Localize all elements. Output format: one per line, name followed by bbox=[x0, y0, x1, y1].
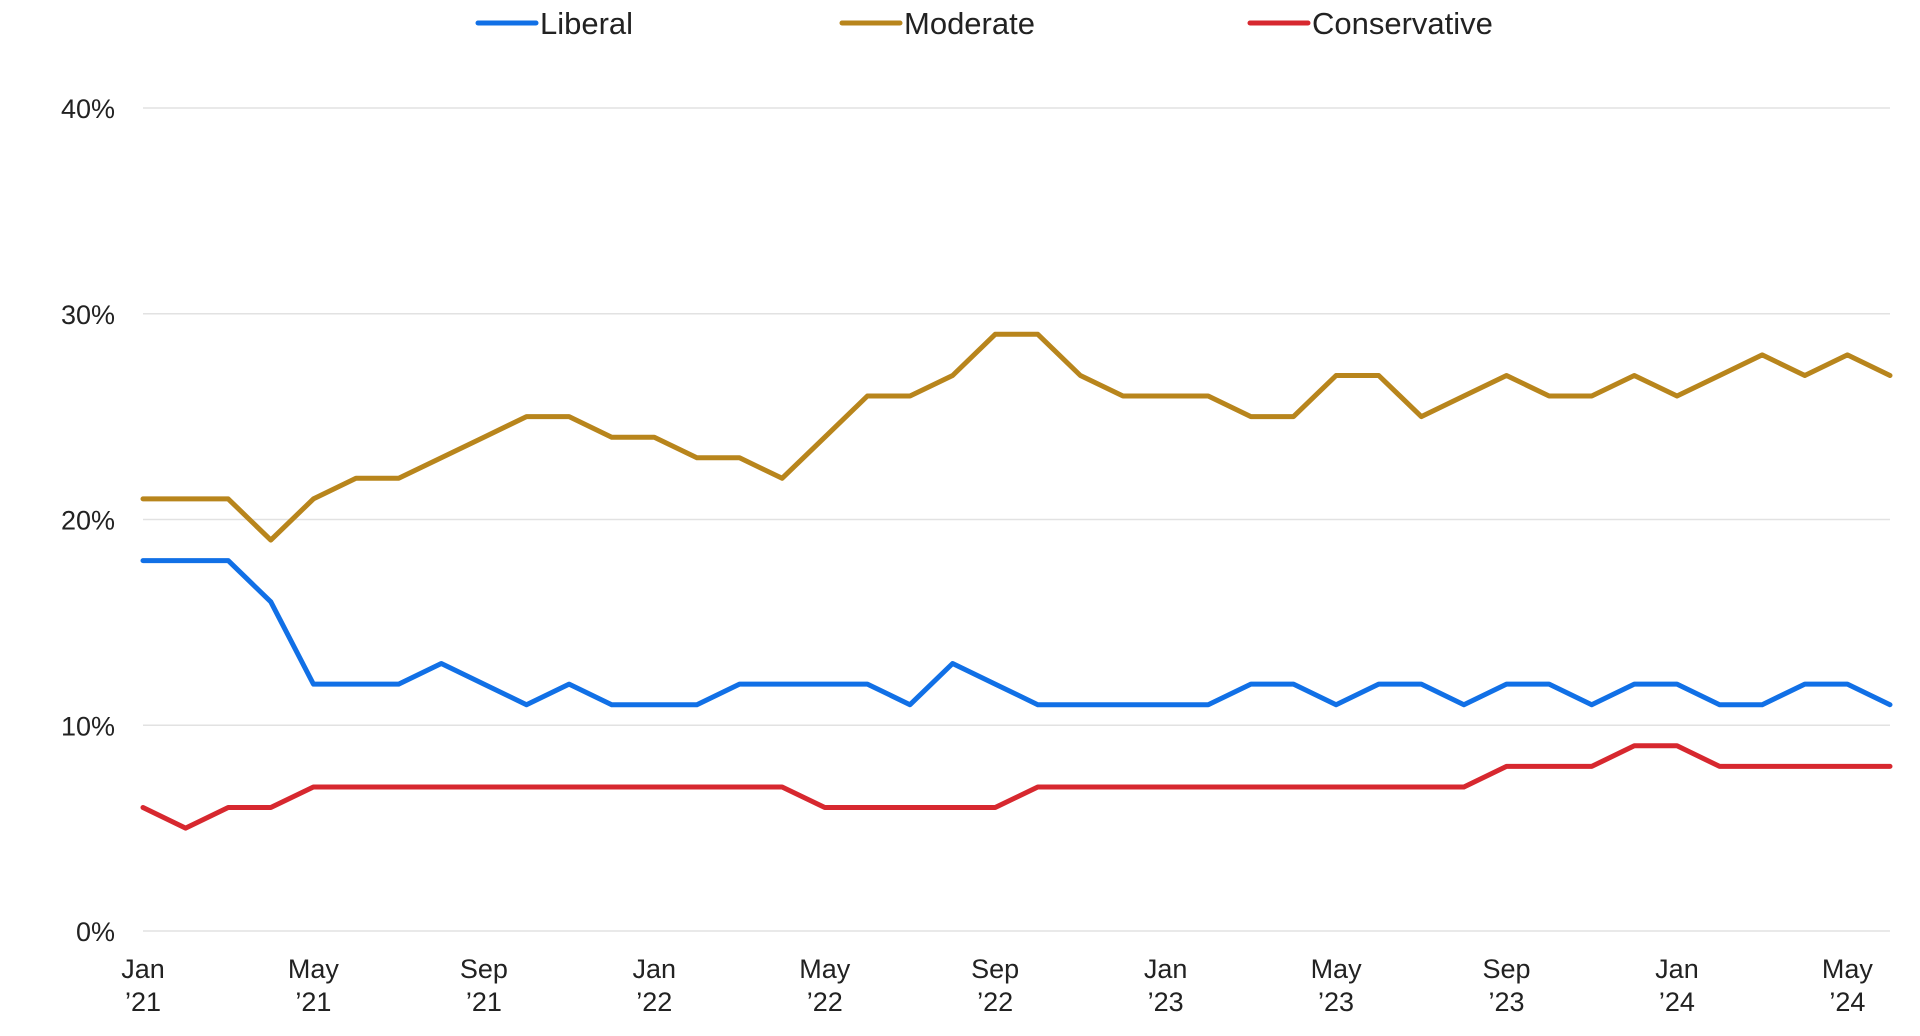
x-tick-month-label: Jan bbox=[633, 954, 677, 984]
y-tick-label: 20% bbox=[61, 506, 115, 536]
x-tick-month-label: Sep bbox=[971, 954, 1019, 984]
x-tick-month-label: Jan bbox=[121, 954, 165, 984]
x-tick-year-label: ’21 bbox=[125, 987, 161, 1017]
x-tick-month-label: May bbox=[799, 954, 851, 984]
legend: Liberal Moderate Conservative bbox=[475, 6, 1493, 41]
x-tick-month-label: Jan bbox=[1144, 954, 1188, 984]
x-tick-month-label: Sep bbox=[1482, 954, 1530, 984]
gridlines bbox=[143, 107, 1890, 932]
series-line-liberal bbox=[140, 558, 1893, 708]
x-tick-year-label: ’22 bbox=[807, 987, 843, 1017]
y-tick-label: 0% bbox=[76, 917, 115, 947]
x-tick-year-label: ’21 bbox=[466, 987, 502, 1017]
series-line-moderate bbox=[140, 331, 1893, 543]
legend-label: Moderate bbox=[904, 6, 1035, 41]
x-tick-month-label: May bbox=[1311, 954, 1363, 984]
y-tick-label: 30% bbox=[61, 300, 115, 330]
x-tick-month-label: Jan bbox=[1655, 954, 1699, 984]
x-tick-year-label: ’22 bbox=[977, 987, 1013, 1017]
x-tick-year-label: ’23 bbox=[1148, 987, 1184, 1017]
x-tick-year-label: ’24 bbox=[1659, 987, 1695, 1017]
y-tick-label: 10% bbox=[61, 711, 115, 741]
x-tick-year-label: ’24 bbox=[1829, 987, 1865, 1017]
x-tick-year-label: ’21 bbox=[295, 987, 331, 1017]
x-tick-year-label: ’22 bbox=[636, 987, 672, 1017]
y-axis: 0% 10% 20% 30% 40% bbox=[61, 94, 115, 947]
legend-label: Conservative bbox=[1312, 6, 1493, 41]
legend-label: Liberal bbox=[540, 6, 633, 41]
y-tick-label: 40% bbox=[61, 94, 115, 124]
series-line-conservative bbox=[140, 743, 1893, 831]
x-tick-month-label: May bbox=[1822, 954, 1874, 984]
x-tick-month-label: May bbox=[288, 954, 340, 984]
x-tick-year-label: ’23 bbox=[1318, 987, 1354, 1017]
x-tick-year-label: ’23 bbox=[1488, 987, 1524, 1017]
series-lines bbox=[140, 331, 1893, 831]
x-axis: Jan’21May’21Sep’21Jan’22May’22Sep’22Jan’… bbox=[121, 954, 1873, 1017]
x-tick-month-label: Sep bbox=[460, 954, 508, 984]
